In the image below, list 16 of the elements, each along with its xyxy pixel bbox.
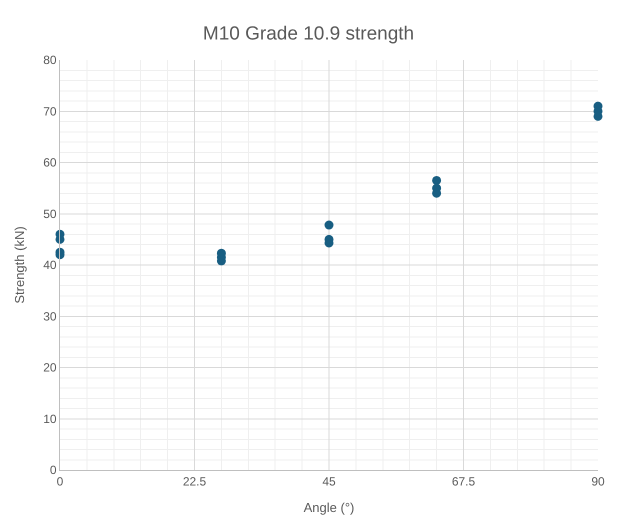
y-tick-label: 50	[43, 206, 57, 221]
x-tick-label: 67.5	[452, 474, 476, 488]
x-tick-label: 90	[591, 474, 605, 488]
y-tick-label: 60	[43, 156, 57, 170]
y-tick-label: 10	[43, 412, 57, 426]
y-tick-label: 40	[43, 258, 57, 272]
y-tick-label: 70	[43, 104, 57, 118]
y-tick-label: 20	[43, 360, 57, 375]
chart-title: M10 Grade 10.9 strength	[202, 24, 414, 45]
x-axis-title: Angle (°)	[304, 500, 354, 515]
y-tick-label: 0	[50, 463, 57, 478]
y-tick-label: 80	[43, 53, 57, 68]
y-axis-title: Strength (kN)	[12, 226, 28, 304]
x-tick-label: 45	[322, 474, 336, 488]
x-tick-label: 22.5	[182, 474, 206, 488]
y-tick-label: 30	[43, 309, 57, 324]
